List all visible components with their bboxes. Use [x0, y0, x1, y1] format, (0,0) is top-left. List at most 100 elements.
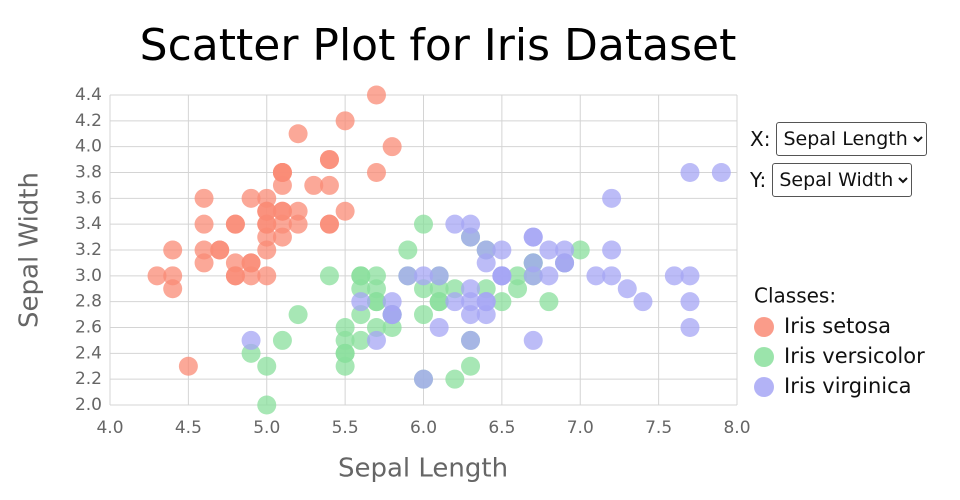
data-point — [288, 305, 308, 325]
data-point — [555, 253, 575, 273]
x-tick-label: 7.0 — [567, 418, 594, 438]
data-point — [539, 240, 559, 260]
data-point — [366, 85, 386, 105]
data-point — [257, 356, 277, 376]
data-point — [414, 214, 433, 234]
data-point — [288, 214, 308, 234]
data-point — [319, 214, 339, 234]
data-point — [398, 240, 418, 260]
y-control: Y: Sepal Width — [750, 163, 913, 197]
y-select[interactable]: Sepal Width — [772, 163, 913, 197]
x-tick-label: 5.5 — [332, 418, 359, 438]
legend-swatch — [754, 347, 774, 367]
data-point — [257, 227, 277, 247]
data-point — [351, 292, 371, 312]
data-point — [680, 163, 700, 182]
data-point — [445, 292, 465, 312]
data-point — [570, 240, 590, 260]
data-point — [461, 292, 481, 312]
y-tick-label: 2.0 — [75, 395, 102, 415]
data-point — [398, 266, 418, 286]
data-point — [366, 330, 386, 350]
data-point — [194, 240, 214, 260]
data-point — [461, 330, 481, 350]
data-point — [711, 163, 731, 182]
x-tick-label: 4.0 — [96, 418, 123, 438]
data-point — [680, 318, 700, 337]
data-point — [492, 266, 512, 286]
data-point — [241, 253, 261, 273]
data-point — [382, 137, 402, 157]
data-point — [257, 395, 277, 415]
data-point — [461, 356, 481, 376]
data-point — [241, 188, 261, 208]
y-tick-label: 2.6 — [75, 318, 102, 338]
x-tick-label: 6.5 — [488, 418, 515, 438]
data-point — [539, 266, 559, 286]
data-point — [257, 201, 277, 221]
data-point — [241, 330, 261, 350]
x-tick-label: 5.0 — [253, 418, 280, 438]
data-point — [461, 214, 481, 234]
data-point — [445, 369, 465, 389]
x-tick-label: 8.0 — [723, 418, 750, 438]
x-tick-label: 7.5 — [645, 418, 672, 438]
data-point — [414, 266, 433, 286]
data-point — [225, 266, 245, 286]
y-tick-label: 4.0 — [75, 137, 102, 157]
data-point — [257, 266, 277, 286]
data-point — [225, 214, 245, 234]
data-point — [429, 266, 449, 286]
y-tick-label: 3.8 — [75, 163, 102, 183]
data-point — [617, 279, 637, 299]
x-tick-label: 4.5 — [175, 418, 202, 438]
data-point — [445, 214, 465, 234]
data-point — [335, 201, 355, 221]
data-point — [633, 292, 653, 312]
data-point — [351, 330, 371, 350]
y-tick-label: 3.4 — [75, 214, 102, 234]
data-point — [414, 305, 433, 325]
data-point — [476, 292, 496, 312]
legend-label: Iris virginica — [784, 374, 912, 398]
x-select-label: X: — [750, 127, 771, 151]
data-point — [272, 214, 292, 234]
data-point — [288, 124, 308, 144]
data-point — [335, 318, 355, 337]
data-point — [680, 292, 700, 312]
data-point — [319, 266, 339, 286]
y-tick-label: 2.4 — [75, 343, 102, 363]
data-point — [523, 266, 543, 286]
y-tick-label: 3.6 — [75, 188, 102, 208]
x-axis-label: Sepal Length — [338, 454, 508, 484]
data-point — [429, 318, 449, 337]
x-select[interactable]: Sepal Length — [776, 122, 928, 156]
data-point — [476, 253, 496, 273]
data-point — [680, 266, 700, 286]
data-point — [366, 163, 386, 182]
data-point — [366, 292, 386, 312]
data-point — [602, 240, 622, 260]
data-point — [508, 266, 528, 286]
data-point — [178, 356, 198, 376]
data-point — [492, 240, 512, 260]
y-tick-label: 3.2 — [75, 240, 102, 260]
data-point — [210, 240, 230, 260]
data-point — [523, 227, 543, 247]
data-point — [319, 150, 339, 170]
data-point — [319, 175, 339, 195]
legend-swatch — [754, 317, 774, 337]
legend-label: Iris versicolor — [784, 344, 925, 368]
data-point — [163, 266, 183, 286]
y-select-label: Y: — [750, 168, 767, 192]
data-point — [492, 292, 512, 312]
legend-label: Iris setosa — [784, 314, 891, 338]
data-point — [664, 266, 684, 286]
data-point — [163, 240, 183, 260]
chart-title: Scatter Plot for Iris Dataset — [140, 20, 737, 71]
data-point — [602, 188, 622, 208]
y-tick-label: 2.2 — [75, 369, 102, 389]
x-control: X: Sepal Length — [750, 122, 928, 156]
y-tick-label: 4.2 — [75, 111, 102, 131]
